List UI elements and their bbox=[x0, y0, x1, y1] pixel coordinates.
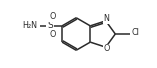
Text: H₂N: H₂N bbox=[23, 21, 38, 30]
Text: O: O bbox=[49, 30, 56, 39]
Text: O: O bbox=[49, 12, 56, 21]
Text: S: S bbox=[47, 21, 53, 30]
Text: O: O bbox=[103, 44, 110, 53]
Text: N: N bbox=[104, 14, 109, 23]
Text: Cl: Cl bbox=[132, 28, 139, 37]
